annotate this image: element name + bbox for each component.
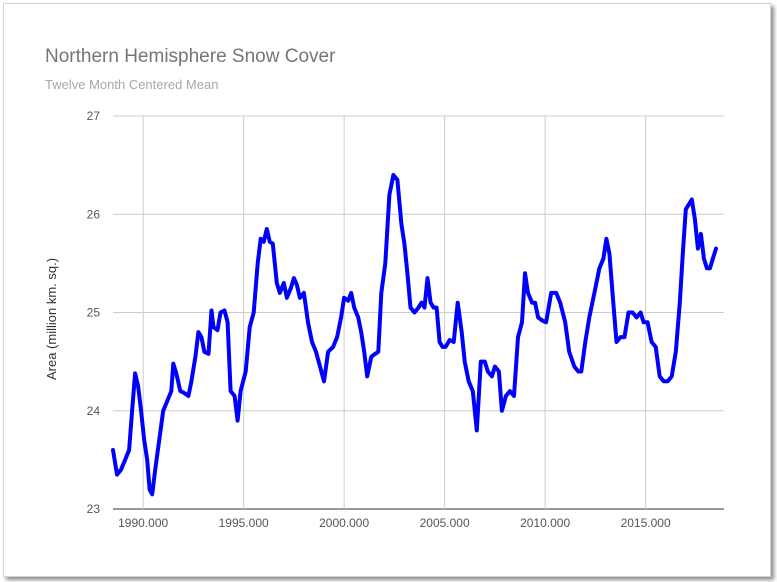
series-line xyxy=(111,173,718,497)
x-tick-label: 2015.000 xyxy=(621,516,671,530)
x-tick-label: 2010.000 xyxy=(520,516,570,530)
x-tick-label: 2005.000 xyxy=(420,516,470,530)
y-tick-label: 25 xyxy=(87,306,101,320)
y-axis-label: Area (million km. sq.) xyxy=(44,258,59,380)
y-tick-label: 24 xyxy=(87,404,101,418)
chart-subtitle: Twelve Month Centered Mean xyxy=(45,77,219,92)
x-tick-label: 1990.000 xyxy=(118,516,168,530)
x-tick-label: 1995.000 xyxy=(219,516,269,530)
chart-frame: Northern Hemisphere Snow Cover Twelve Mo… xyxy=(3,3,771,577)
series-group xyxy=(111,173,718,497)
y-tick-label: 23 xyxy=(87,502,101,516)
chart-title: Northern Hemisphere Snow Cover xyxy=(45,46,336,67)
y-tick-label: 27 xyxy=(87,109,101,123)
x-tick-label: 2000.000 xyxy=(319,516,369,530)
y-axis-ticks: 23 24 25 26 27 xyxy=(87,109,101,516)
y-tick-label: 26 xyxy=(87,207,101,221)
x-axis-ticks: 1990.000 1995.000 2000.000 2005.000 2010.000… xyxy=(118,516,671,530)
